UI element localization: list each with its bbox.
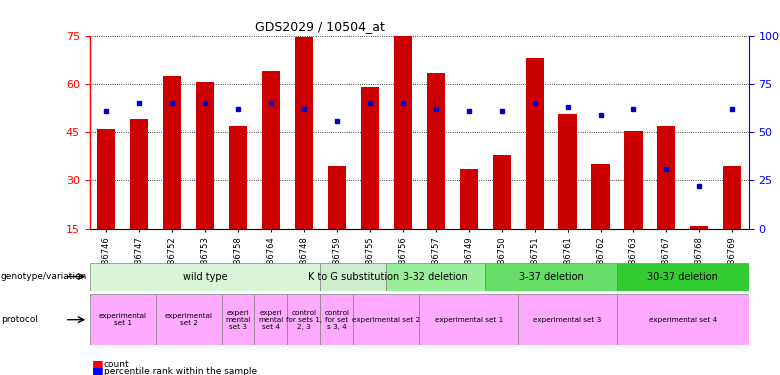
Bar [617,262,749,291]
Bar [130,119,148,229]
Bar [254,294,287,345]
Text: control
for sets 1,
2, 3: control for sets 1, 2, 3 [285,310,322,330]
Bar [420,294,518,345]
Bar [386,262,485,291]
Bar [98,129,115,229]
Bar [196,82,214,229]
Bar [353,294,420,345]
Text: experimental set 3: experimental set 3 [534,316,601,322]
Text: count: count [104,360,129,369]
Bar [287,294,321,345]
Text: control
for set
s 3, 4: control for set s 3, 4 [324,310,349,330]
Text: experimental
set 1: experimental set 1 [98,313,147,326]
Text: percentile rank within the sample: percentile rank within the sample [104,368,257,375]
Text: 3-37 deletion: 3-37 deletion [519,272,583,282]
Text: genotype/variation: genotype/variation [1,272,87,281]
Text: experimental set 4: experimental set 4 [649,316,717,322]
Text: 30-37 deletion: 30-37 deletion [647,272,718,282]
Bar [321,262,386,291]
Bar [427,73,445,229]
Text: experimental
set 2: experimental set 2 [165,313,213,326]
Bar [222,294,254,345]
Bar [295,37,313,229]
Title: GDS2029 / 10504_at: GDS2029 / 10504_at [255,20,385,33]
Bar [156,294,222,345]
Bar [90,262,321,291]
Bar [723,166,741,229]
Bar [485,262,617,291]
Bar [493,155,511,229]
Bar [518,294,617,345]
Bar [459,169,477,229]
Bar [526,58,544,229]
Text: experi
mental
set 3: experi mental set 3 [225,310,250,330]
Bar [558,114,576,229]
Text: wild type: wild type [183,272,227,282]
Bar [591,164,609,229]
Text: experimental set 2: experimental set 2 [353,316,420,322]
Bar [328,166,346,229]
Bar [658,126,675,229]
Text: K to G substitution: K to G substitution [308,272,399,282]
Bar [262,71,280,229]
Bar [394,36,412,229]
Bar [321,294,353,345]
Text: protocol: protocol [1,315,37,324]
Text: 3-32 deletion: 3-32 deletion [403,272,468,282]
Text: ■: ■ [92,366,104,375]
Bar [229,126,247,229]
Bar [617,294,749,345]
Bar [361,87,379,229]
Bar [690,225,708,229]
Bar [163,76,181,229]
Text: ■: ■ [92,358,104,371]
Bar [625,130,643,229]
Text: experi
mental
set 4: experi mental set 4 [258,310,284,330]
Text: experimental set 1: experimental set 1 [434,316,503,322]
Bar [90,294,156,345]
